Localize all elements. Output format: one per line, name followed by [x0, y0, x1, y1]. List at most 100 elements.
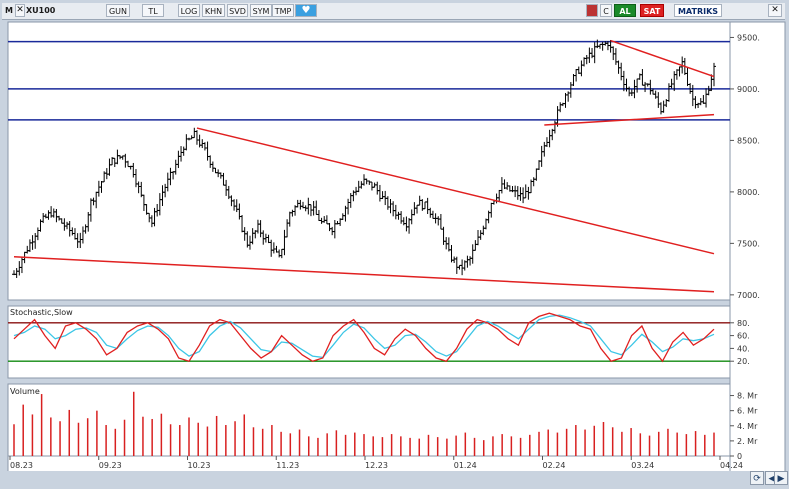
volume-bar: [271, 425, 273, 456]
volume-bar: [657, 431, 660, 456]
brand-logo: MATRIKS: [674, 4, 722, 17]
svd-button[interactable]: SVD: [227, 4, 248, 17]
volume-bar: [363, 434, 365, 456]
volume-bar: [409, 437, 411, 456]
volume-bar: [40, 394, 43, 456]
refresh-icon[interactable]: ⟳: [750, 471, 764, 485]
price-tick-label: 7000.: [737, 291, 760, 300]
volume-bar: [547, 429, 549, 456]
volume-bar: [179, 425, 181, 456]
volume-bar: [446, 438, 448, 456]
chart-toolbar: M ✕ XU100 GUN TL LOG KHN SVD SYM TMP ♥ C…: [2, 3, 785, 20]
volume-tick-label: 4. Mr: [737, 422, 758, 431]
volume-bar: [713, 432, 715, 456]
symbol-label[interactable]: XU100: [26, 6, 56, 15]
time-tick-label: 08.23: [10, 461, 33, 470]
stoch-tick-label: 20.: [737, 357, 750, 366]
time-tick-label: 11.23: [276, 461, 299, 470]
close-window-icon[interactable]: ✕: [768, 4, 782, 17]
price-tick-label: 8000.: [737, 188, 760, 197]
volume-label: Volume: [10, 387, 40, 396]
volume-bar: [105, 425, 107, 456]
volume-bar: [326, 433, 328, 456]
volume-bar: [565, 428, 568, 456]
currency-button[interactable]: TL: [142, 4, 164, 17]
stochastic-label: Stochastic,Slow: [10, 308, 73, 317]
sym-button[interactable]: SYM: [250, 4, 272, 17]
volume-bar: [529, 434, 531, 456]
stoch-tick-label: 60.: [737, 332, 750, 341]
volume-bar: [667, 428, 669, 456]
time-tick-label: 12.23: [365, 461, 388, 470]
volume-bar: [418, 438, 421, 456]
volume-bar: [390, 434, 393, 456]
volume-tick-label: 8. Mr: [737, 392, 758, 401]
volume-bar: [694, 431, 697, 456]
trendline: [610, 39, 715, 78]
trendline: [196, 127, 715, 255]
volume-tick-label: 0: [737, 452, 742, 461]
time-tick-label: 04.24: [720, 461, 743, 470]
trendline: [13, 256, 715, 293]
volume-panel: [7, 383, 731, 457]
period-button[interactable]: GUN: [106, 4, 130, 17]
volume-bar: [473, 437, 476, 456]
volume-bar: [206, 426, 209, 456]
sell-button[interactable]: SAT: [640, 4, 664, 17]
volume-bar: [501, 434, 503, 456]
price-tick-label: 7500.: [737, 239, 760, 248]
log-button[interactable]: LOG: [178, 4, 200, 17]
volume-bar: [639, 433, 642, 456]
c-button[interactable]: C: [600, 4, 612, 17]
price-tick-label: 8500.: [737, 136, 760, 145]
volume-bar: [372, 436, 374, 456]
stochastic-panel: [7, 305, 731, 379]
time-tick-label: 01.24: [454, 461, 477, 470]
volume-bar: [188, 417, 190, 456]
twitter-icon[interactable]: ♥: [295, 4, 317, 17]
volume-bar: [22, 404, 24, 456]
volume-bars: [13, 391, 715, 456]
volume-bar: [335, 430, 338, 456]
volume-bar: [685, 434, 688, 456]
khn-button[interactable]: KHN: [202, 4, 225, 17]
volume-bar: [436, 437, 439, 456]
volume-bar: [482, 440, 485, 456]
volume-bar: [621, 431, 623, 456]
volume-bar: [575, 425, 577, 456]
volume-bar: [593, 425, 596, 456]
volume-bar: [215, 415, 218, 456]
volume-bar: [344, 434, 347, 456]
volume-bar: [704, 434, 706, 456]
scroll-right-icon[interactable]: ▶: [774, 471, 788, 485]
volume-bar: [142, 416, 144, 456]
time-tick-label: 10.23: [188, 461, 211, 470]
volume-tick-label: 6. Mr: [737, 407, 758, 416]
volume-bar: [160, 413, 163, 456]
volume-bar: [86, 418, 89, 456]
tmp-button[interactable]: TMP: [272, 4, 294, 17]
stoch-tick-label: 80.: [737, 319, 750, 328]
stoch-tick-label: 40.: [737, 344, 750, 353]
time-tick-label: 03.24: [631, 461, 654, 470]
trendline: [544, 113, 715, 126]
volume-bar: [114, 428, 117, 456]
buy-button[interactable]: AL: [614, 4, 636, 17]
price-axis-strip: [729, 21, 786, 477]
volume-bar: [584, 429, 586, 456]
color-swatch-icon[interactable]: [586, 4, 598, 17]
close-symbol-icon[interactable]: ✕: [15, 4, 25, 17]
volume-bar: [307, 436, 310, 456]
volume-bar: [31, 414, 34, 456]
volume-bar: [234, 421, 236, 456]
menu-m-button[interactable]: M: [5, 6, 13, 15]
volume-bar: [169, 424, 172, 456]
time-tick-label: 02.24: [543, 461, 566, 470]
stoch-k-line: [13, 312, 715, 363]
volume-bar: [59, 421, 61, 456]
volume-bar: [611, 427, 614, 456]
volume-bar: [381, 437, 384, 456]
volume-bar: [519, 437, 522, 456]
